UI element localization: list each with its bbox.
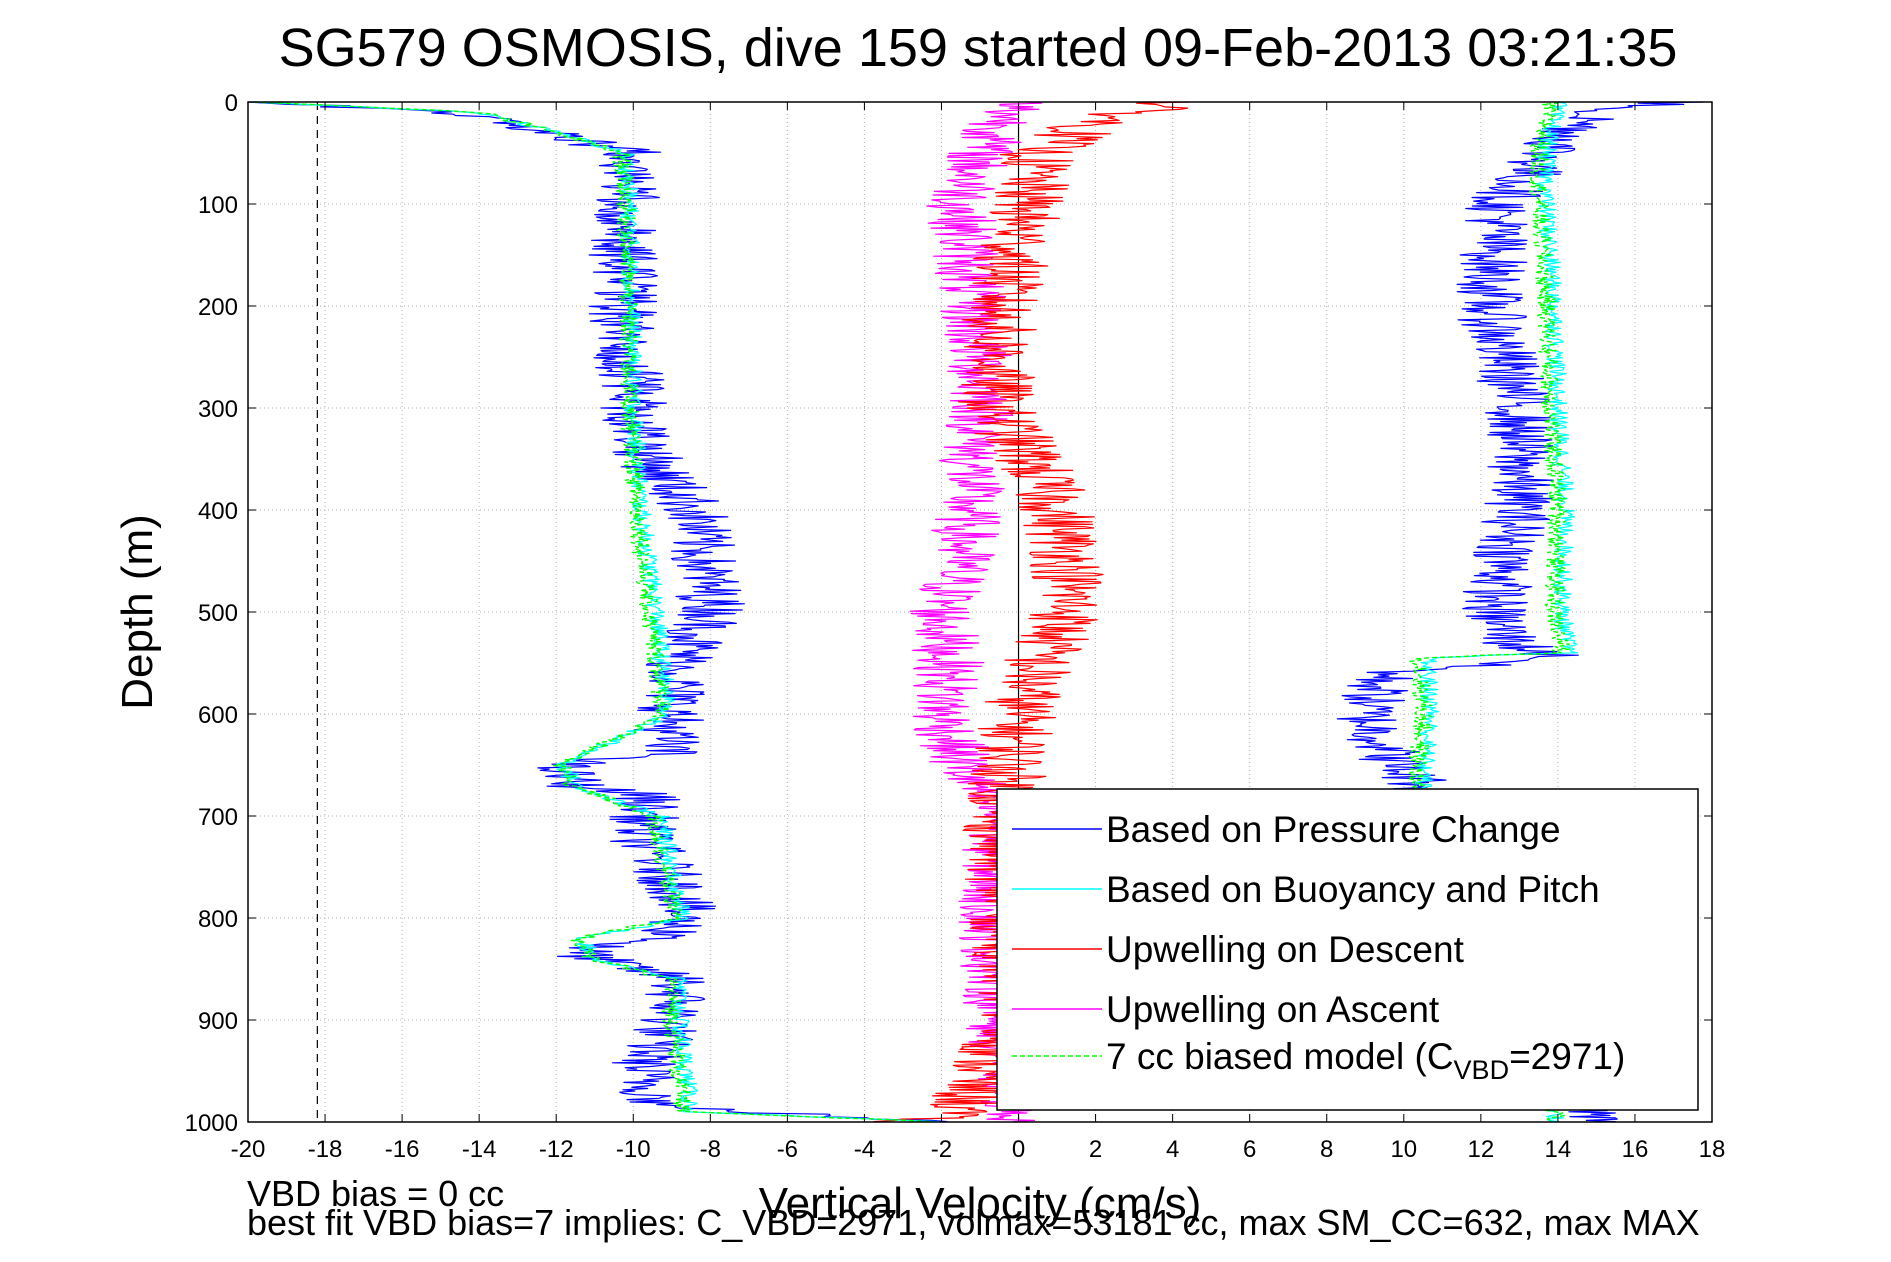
legend-label: Based on Pressure Change <box>1106 809 1561 850</box>
x-tick-label: 12 <box>1467 1136 1494 1163</box>
chart-title: SG579 OSMOSIS, dive 159 started 09-Feb-2… <box>279 18 1678 78</box>
x-tick-label: -10 <box>616 1136 651 1163</box>
legend-label: 7 cc biased model (CVBD=2971) <box>1106 1036 1625 1085</box>
x-tick-label: 2 <box>1089 1136 1102 1163</box>
y-tick-label: 0 <box>225 90 238 117</box>
legend: Based on Pressure Change Based on Buoyanc… <box>996 788 1699 1111</box>
x-tick-label: 10 <box>1390 1136 1417 1163</box>
y-axis-ticks: 0 100 200 300 400 500 600 700 800 900 1000 <box>185 90 1712 1137</box>
legend-items: Based on Pressure Change Based on Buoyanc… <box>1012 809 1625 1085</box>
series-line-upwelling-on-descent-descent <box>873 101 1190 1123</box>
x-tick-label: 18 <box>1699 1136 1726 1163</box>
series-line-7-cc-biased-model-c-descent <box>253 101 930 1123</box>
x-tick-label: -16 <box>385 1136 420 1163</box>
x-tick-label: -4 <box>854 1136 875 1163</box>
legend-label: Upwelling on Descent <box>1106 929 1465 970</box>
legend-label: Based on Buoyancy and Pitch <box>1106 869 1600 910</box>
y-tick-label: 700 <box>198 804 238 831</box>
x-axis-ticks: -20 -18 -16 -14 -12 -10 -8 -6 -4 -2 0 2 4 6 8 10 12 14 16 1… <box>231 102 1726 1163</box>
series-line-based-on-pressure-change-descent <box>247 101 948 1123</box>
best-fit-note: best fit VBD bias=7 implies: C_VBD=2971,… <box>247 1202 1700 1243</box>
legend-label-suffix: =2971) <box>1509 1036 1625 1077</box>
y-tick-label: 100 <box>198 192 238 219</box>
y-axis-label: Depth (m) <box>113 514 162 710</box>
x-tick-label: 6 <box>1243 1136 1256 1163</box>
x-tick-label: 16 <box>1622 1136 1649 1163</box>
x-tick-label: -6 <box>777 1136 798 1163</box>
y-tick-label: 200 <box>198 294 238 321</box>
y-tick-label: 600 <box>198 702 238 729</box>
x-tick-label: -2 <box>931 1136 952 1163</box>
series-line-upwelling-on-ascent-descent <box>909 101 1047 1123</box>
legend-box <box>996 788 1699 1111</box>
x-tick-label: 14 <box>1545 1136 1572 1163</box>
x-axis-label: Vertical Velocity (cm/s) <box>759 1179 1202 1228</box>
y-tick-label: 800 <box>198 906 238 933</box>
x-tick-label: -8 <box>700 1136 721 1163</box>
y-tick-label: 400 <box>198 498 238 525</box>
vbd-bias-note: VBD bias = 0 cc <box>247 1173 505 1214</box>
x-tick-label: 8 <box>1320 1136 1333 1163</box>
x-tick-label: 4 <box>1166 1136 1179 1163</box>
x-tick-label: 0 <box>1012 1136 1025 1163</box>
x-tick-label: -20 <box>231 1136 266 1163</box>
y-tick-label: 900 <box>198 1008 238 1035</box>
x-tick-label: -12 <box>539 1136 574 1163</box>
y-tick-label: 1000 <box>185 1110 238 1137</box>
y-tick-label: 500 <box>198 600 238 627</box>
y-tick-label: 300 <box>198 396 238 423</box>
legend-label-subscript: VBD <box>1454 1055 1510 1085</box>
x-tick-label: -14 <box>462 1136 497 1163</box>
legend-label: Upwelling on Ascent <box>1106 989 1440 1030</box>
series-line-based-on-buoyancy-and-pitch-descent <box>251 101 940 1123</box>
x-tick-label: -18 <box>308 1136 343 1163</box>
